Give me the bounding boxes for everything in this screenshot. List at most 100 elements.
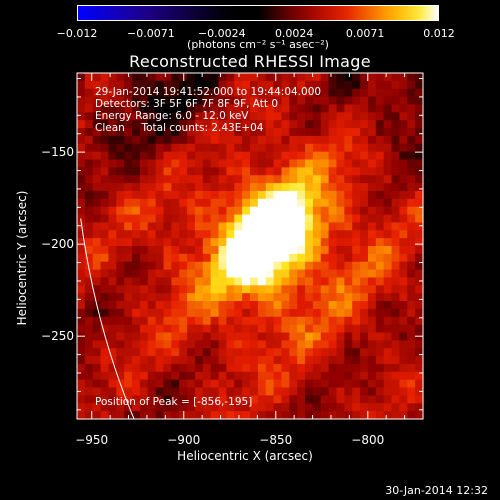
heatmap-cell <box>77 403 86 412</box>
heatmap-cell <box>352 348 361 357</box>
heatmap-cell <box>336 308 345 318</box>
heatmap-cell <box>179 238 188 247</box>
heatmap-cell <box>139 340 149 349</box>
heatmap-cell <box>155 356 165 365</box>
heatmap-cell <box>108 183 117 192</box>
heatmap-cell <box>415 246 424 255</box>
heatmap-cell <box>202 253 212 263</box>
heatmap-cell <box>312 175 322 184</box>
heatmap-cell <box>297 206 306 216</box>
heatmap-cell <box>84 120 94 129</box>
heatmap-cell <box>187 293 196 302</box>
heatmap-cell <box>257 167 267 176</box>
heatmap-cell <box>344 175 353 184</box>
heatmap-cell <box>77 151 86 161</box>
heatmap-cell <box>289 112 298 121</box>
heatmap-cell <box>163 190 172 200</box>
heatmap-cell <box>100 253 110 263</box>
heatmap-cell <box>375 175 385 184</box>
heatmap-cell <box>100 387 110 397</box>
heatmap-cell <box>360 112 369 121</box>
heatmap-cell <box>242 363 251 373</box>
heatmap-cell <box>312 411 322 420</box>
heatmap-cell <box>218 214 228 224</box>
heatmap-cell <box>77 80 86 90</box>
heatmap-cell <box>155 277 165 286</box>
heatmap-cell <box>226 348 235 357</box>
heatmap-cell <box>202 246 212 255</box>
heatmap-cell <box>179 88 188 98</box>
heatmap-cell <box>77 363 86 373</box>
heatmap-cell <box>116 348 125 357</box>
heatmap-cell <box>179 363 188 373</box>
heatmap-cell <box>116 363 125 373</box>
heatmap-cell <box>226 301 235 310</box>
heatmap-cell <box>383 159 393 168</box>
colorbar-tick-label: −0.0024 <box>197 27 246 40</box>
heatmap-cell <box>415 285 424 294</box>
heatmap-cell <box>360 277 369 286</box>
heatmap-cell <box>210 73 220 82</box>
heatmap-cell <box>226 190 235 200</box>
heatmap-cell <box>360 183 369 192</box>
heatmap-cell <box>155 206 165 216</box>
heatmap-cell <box>84 316 94 326</box>
heatmap-cell <box>250 411 259 420</box>
heatmap-cell <box>179 120 188 129</box>
heatmap-cell <box>163 128 172 137</box>
heatmap-cell <box>320 387 330 397</box>
heatmap-cell <box>375 411 385 420</box>
heatmap-cell <box>320 261 330 271</box>
heatmap-cell <box>336 104 345 113</box>
heatmap-cell <box>124 332 133 341</box>
heatmap-cell <box>273 395 283 404</box>
heatmap-cell <box>210 198 220 208</box>
heatmap-cell <box>328 120 338 129</box>
heatmap-cell <box>100 88 110 98</box>
heatmap-cell <box>163 301 172 310</box>
heatmap-cell <box>108 214 117 224</box>
heatmap-cell <box>202 379 212 389</box>
heatmap-cell <box>108 96 117 106</box>
heatmap-cell <box>226 80 235 90</box>
heatmap-cell <box>320 143 330 153</box>
heatmap-cell <box>194 183 204 192</box>
heatmap-cell <box>234 214 243 224</box>
heatmap-cell <box>108 112 117 121</box>
heatmap-cell <box>336 167 345 176</box>
heatmap-cell <box>92 238 102 247</box>
heatmap-cell <box>124 246 133 255</box>
heatmap-cell <box>375 316 385 326</box>
heatmap-cell <box>399 253 408 263</box>
heatmap-cell <box>281 238 290 247</box>
heatmap-cell <box>124 308 133 318</box>
heatmap-cell <box>100 277 110 286</box>
heatmap-cell <box>352 190 361 200</box>
heatmap-cell <box>242 120 251 129</box>
heatmap-cell <box>242 238 251 247</box>
heatmap-cell <box>116 183 125 192</box>
heatmap-cell <box>210 332 220 341</box>
heatmap-cell <box>171 395 180 404</box>
heatmap-cell <box>147 198 157 208</box>
heatmap-cell <box>273 356 283 365</box>
heatmap-cell <box>234 222 243 231</box>
heatmap-cell <box>77 159 86 168</box>
heatmap-cell <box>273 222 283 231</box>
heatmap-cell <box>257 120 267 129</box>
heatmap-cell <box>242 159 251 168</box>
heatmap-cell <box>399 222 408 231</box>
heatmap-cell <box>281 301 290 310</box>
heatmap-cell <box>147 190 157 200</box>
heatmap-cell <box>360 285 369 294</box>
heatmap-cell <box>100 151 110 161</box>
heatmap-cell <box>352 198 361 208</box>
heatmap-cell <box>84 190 94 200</box>
heatmap-cell <box>187 387 196 397</box>
heatmap-cell <box>210 371 220 381</box>
heatmap-cell <box>289 285 298 294</box>
heatmap-cell <box>328 135 338 145</box>
heatmap-cell <box>265 332 275 341</box>
heatmap-cell <box>352 403 361 412</box>
heatmap-cell <box>320 395 330 404</box>
